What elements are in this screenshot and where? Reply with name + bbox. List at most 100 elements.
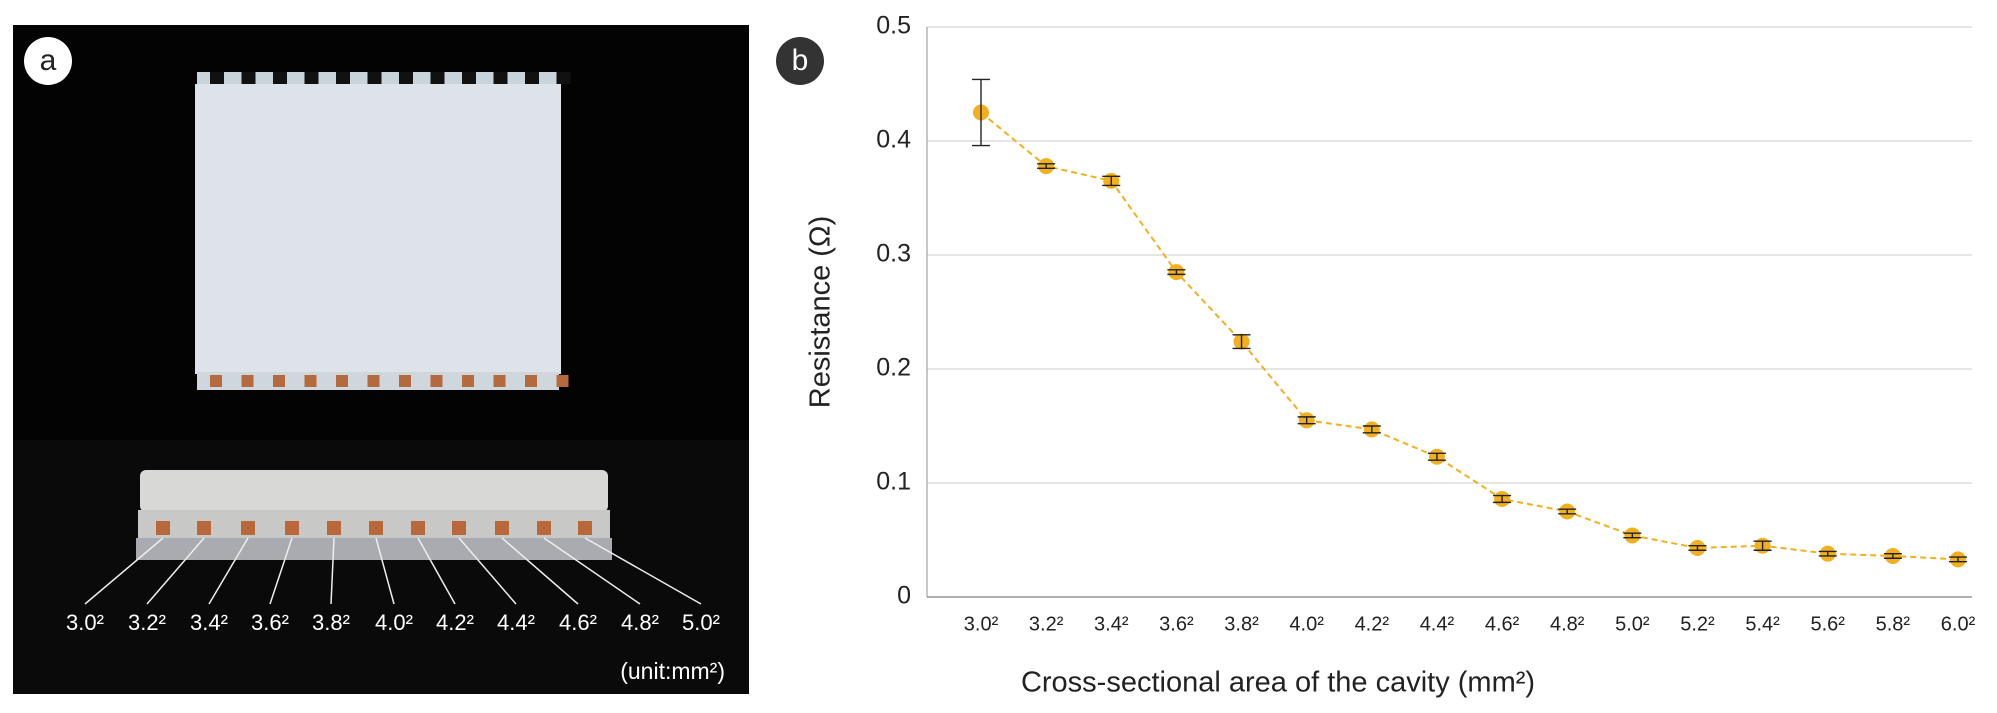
leader-line <box>269 537 293 605</box>
leader-line <box>501 537 579 605</box>
photo-details <box>84 72 702 605</box>
cavity-label: 4.8² <box>621 610 659 635</box>
copper-contact <box>399 375 411 387</box>
x-tick-label: 3.0² <box>964 613 999 635</box>
x-tick-label: 5.6² <box>1810 613 1845 635</box>
cavity-label: 3.0² <box>66 610 104 635</box>
x-tick-label: 4.4² <box>1420 613 1455 635</box>
error-bar <box>1362 425 1381 434</box>
error-bar <box>1232 334 1251 350</box>
x-tick-label: 5.8² <box>1876 613 1911 635</box>
cavity-label: 3.8² <box>312 610 350 635</box>
x-tick-label: 4.0² <box>1289 613 1324 635</box>
y-tick-label: 0.5 <box>876 12 911 40</box>
copper-contact <box>462 375 474 387</box>
copper-contact <box>210 375 222 387</box>
slot <box>273 72 287 84</box>
x-tick-label: 6.0² <box>1941 613 1976 635</box>
cavity-label: 4.2² <box>436 610 474 635</box>
y-tick-label: 0 <box>897 582 911 610</box>
slot <box>493 72 508 84</box>
cavity-label: 4.0² <box>375 610 413 635</box>
leader-line <box>543 537 641 605</box>
data-line <box>980 111 1959 561</box>
leader-line <box>458 537 517 605</box>
y-axis-title: Resistance (Ω) <box>805 216 837 409</box>
cavity-label: 3.6² <box>251 610 289 635</box>
cavity-label: 5.0² <box>682 610 720 635</box>
copper-contact <box>495 521 509 535</box>
y-tick-label: 0.4 <box>876 126 911 154</box>
slot <box>367 72 382 84</box>
error-bar <box>972 78 990 147</box>
x-tick-label: 3.6² <box>1159 613 1194 635</box>
x-tick-label: 3.2² <box>1029 613 1064 635</box>
copper-contact <box>493 375 506 387</box>
copper-contact <box>273 375 285 387</box>
copper-contact <box>537 521 551 535</box>
copper-contact <box>578 521 592 535</box>
block-face <box>195 84 561 374</box>
cavity-label: 3.4² <box>190 610 228 635</box>
unit-label: (unit:mm²) <box>620 658 725 684</box>
slot <box>304 72 319 84</box>
slot <box>210 72 224 84</box>
x-tick-label: 5.2² <box>1680 613 1715 635</box>
slot <box>399 72 413 84</box>
error-bar <box>1167 269 1186 276</box>
copper-contact <box>285 521 299 535</box>
error-bar <box>1949 556 1967 563</box>
copper-contact <box>327 521 341 535</box>
slot <box>430 72 445 84</box>
photo <box>13 25 749 694</box>
leader-line <box>84 537 164 605</box>
slot <box>525 72 539 84</box>
error-bar <box>1688 545 1707 551</box>
copper-contact <box>241 375 254 387</box>
y-tick-label: 0.1 <box>876 468 911 496</box>
side-base <box>136 538 612 560</box>
x-tick-label: 4.2² <box>1355 613 1390 635</box>
leader-line <box>330 537 335 605</box>
leader-line <box>375 537 395 605</box>
slot <box>241 72 256 84</box>
panel-badge <box>776 37 824 85</box>
cavity-label: 4.4² <box>497 610 535 635</box>
x-tick-label: 5.4² <box>1745 613 1780 635</box>
x-tick-label: 4.8² <box>1550 613 1585 635</box>
leader-line <box>208 537 249 605</box>
error-bar <box>1493 494 1512 504</box>
x-tick-label: 3.8² <box>1224 613 1259 635</box>
y-tick-label: 0.2 <box>876 354 911 382</box>
error-bar <box>1558 508 1577 515</box>
copper-contact <box>304 375 317 387</box>
copper-contact <box>197 521 211 535</box>
error-bar <box>1037 163 1056 170</box>
copper-contact <box>369 521 383 535</box>
copper-contact <box>452 521 466 535</box>
x-axis-title: Cross-sectional area of the cavity (mm²) <box>1021 667 1535 699</box>
x-tick-label: 4.6² <box>1485 613 1520 635</box>
copper-contact <box>430 375 443 387</box>
copper-contact <box>156 521 170 535</box>
copper-contact <box>336 375 348 387</box>
error-bar <box>1102 175 1121 187</box>
leader-line <box>584 537 702 605</box>
slot <box>556 72 571 84</box>
x-tick-label: 3.4² <box>1094 613 1129 635</box>
panel-label: b <box>792 44 809 77</box>
side-top <box>140 470 608 512</box>
cavity-label: 3.2² <box>128 610 166 635</box>
slot <box>462 72 476 84</box>
error-bar <box>1427 452 1446 461</box>
copper-contact <box>241 521 255 535</box>
copper-contact <box>556 375 569 387</box>
cavity-label: 4.6² <box>559 610 597 635</box>
error-bar <box>1753 540 1772 551</box>
y-tick-label: 0.3 <box>876 240 911 268</box>
copper-contact <box>367 375 380 387</box>
slot <box>336 72 350 84</box>
error-bar <box>1297 416 1316 425</box>
